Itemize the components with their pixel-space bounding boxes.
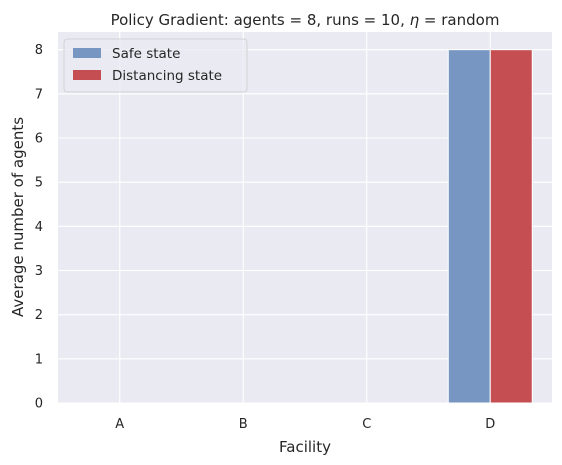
x-tick-label-3: D: [485, 417, 495, 432]
y-tick-label-4: 4: [35, 220, 43, 235]
x-axis-label: Facility: [279, 438, 331, 456]
legend-swatch-1: [73, 70, 101, 80]
y-tick-label-2: 2: [35, 308, 43, 323]
legend: Safe state Distancing state: [63, 38, 248, 93]
bar-safe-state-D: [447, 49, 491, 404]
y-axis-ticks: 0 1 2 3 4 5 6 7 8: [35, 43, 43, 411]
legend-label-1: Distancing state: [112, 68, 222, 84]
x-axis-ticks: A B C D: [115, 417, 495, 432]
x-tick-label-0: A: [115, 417, 124, 432]
y-tick-label-3: 3: [35, 264, 43, 279]
legend-swatch-0: [73, 48, 101, 58]
legend-box: [63, 38, 248, 93]
bar-distancing-state-D: [489, 49, 533, 404]
y-tick-label-6: 6: [35, 132, 43, 147]
legend-label-0: Safe state: [112, 46, 180, 62]
x-tick-label-1: B: [239, 417, 248, 432]
y-tick-label-8: 8: [35, 43, 43, 58]
y-tick-label-0: 0: [35, 397, 43, 412]
x-tick-label-2: C: [362, 417, 371, 432]
y-tick-label-5: 5: [35, 176, 43, 191]
y-tick-label-1: 1: [35, 352, 43, 367]
y-axis-label: Average number of agents: [9, 117, 27, 317]
y-tick-label-7: 7: [35, 87, 43, 102]
chart-title: Policy Gradient: agents = 8, runs = 10, …: [111, 11, 500, 29]
bars: [447, 49, 533, 404]
